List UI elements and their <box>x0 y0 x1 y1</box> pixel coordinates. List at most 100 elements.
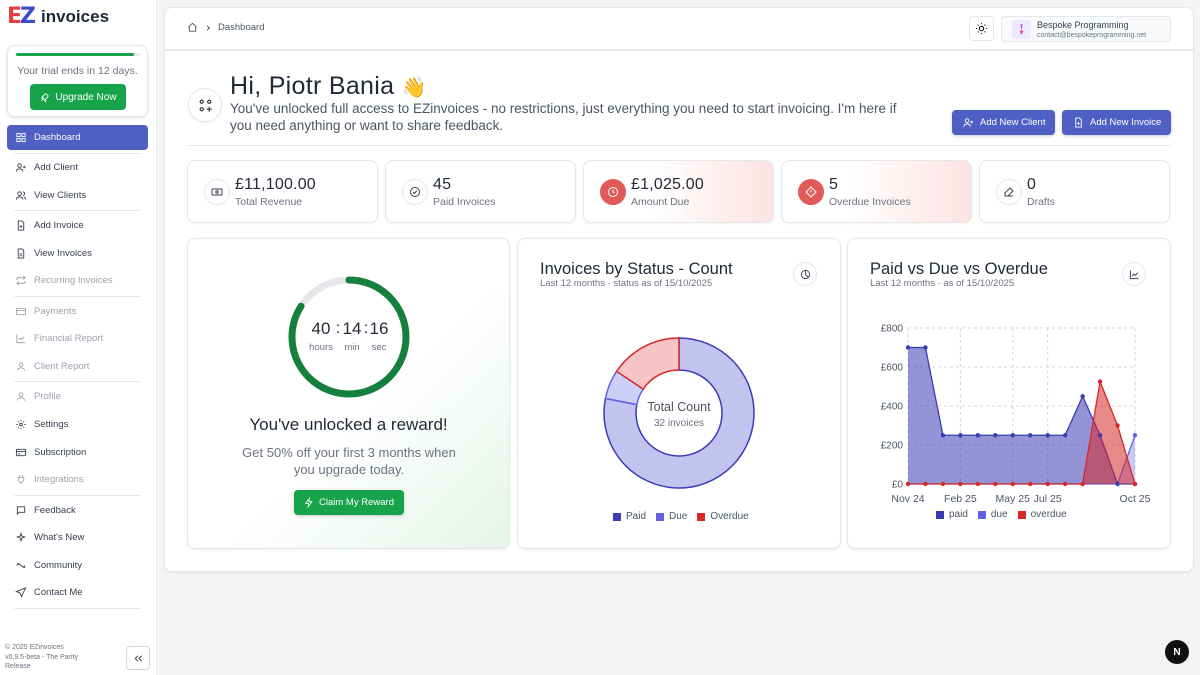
svg-text::: : <box>336 320 340 337</box>
legend-item[interactable]: Paid <box>613 511 646 522</box>
money-icon <box>211 188 223 196</box>
point-paid[interactable] <box>1045 433 1050 438</box>
sidebar-item-community[interactable]: Community <box>7 553 148 578</box>
sidebar-item-whats-new[interactable]: What's New <box>7 525 148 550</box>
point-paid[interactable] <box>1010 433 1015 438</box>
chart-title: Paid vs Due vs Overdue <box>870 260 1048 278</box>
next-dev-badge[interactable]: N <box>1165 640 1189 664</box>
point-overdue[interactable] <box>958 481 963 487</box>
point-due[interactable] <box>1132 433 1138 438</box>
stat-amount-due[interactable]: £1,025.00 Amount Due <box>583 160 774 223</box>
line-chart-button[interactable] <box>1122 262 1146 286</box>
donut-slice-paid[interactable] <box>603 337 755 489</box>
point-paid[interactable] <box>940 433 946 438</box>
legend-item[interactable]: overdue <box>1017 509 1067 520</box>
gear-icon <box>16 419 26 430</box>
alert-diamond-icon <box>805 186 817 198</box>
point-overdue[interactable] <box>1062 481 1068 487</box>
legend-item[interactable]: Due <box>656 511 687 522</box>
sidebar-item-integrations[interactable]: Integrations <box>7 467 148 492</box>
point-overdue[interactable] <box>1045 481 1050 487</box>
point-overdue[interactable] <box>940 481 946 487</box>
sidebar-item-recurring-invoices[interactable]: Recurring Invoices <box>7 268 148 293</box>
topbar: Dashboard Bespoke Programming contact@be… <box>165 8 1193 51</box>
point-paid[interactable] <box>1080 394 1085 399</box>
point-overdue[interactable] <box>1097 379 1103 384</box>
sidebar-item-client-report[interactable]: Client Report <box>7 354 148 379</box>
brand-avatar-icon <box>1019 23 1024 35</box>
point-paid[interactable] <box>1115 481 1120 487</box>
point-paid[interactable] <box>975 433 981 438</box>
file-icon <box>17 248 25 259</box>
x-tick-label: Jul 25 <box>1034 493 1062 505</box>
stat-total-revenue[interactable]: £11,100.00 Total Revenue <box>187 160 378 223</box>
timer-hours: 40 <box>312 319 331 338</box>
integrations-icon <box>17 474 25 485</box>
pie-chart-button[interactable] <box>793 262 817 286</box>
donut-slice-overdue[interactable] <box>615 337 680 391</box>
sidebar-item-settings[interactable]: Settings <box>7 412 148 437</box>
sidebar-item-dashboard[interactable]: Dashboard <box>7 125 148 150</box>
user-plus-icon <box>15 163 26 172</box>
profile-icon <box>16 392 26 401</box>
point-paid[interactable] <box>958 433 963 438</box>
claim-reward-button[interactable]: Claim My Reward <box>294 490 404 515</box>
home-icon[interactable] <box>187 22 198 33</box>
point-paid[interactable] <box>923 345 928 350</box>
area-overdue <box>908 381 1135 484</box>
point-overdue[interactable] <box>1010 481 1015 487</box>
add-new-invoice-button[interactable]: Add New Invoice <box>1062 110 1171 135</box>
y-tick-label: £200 <box>881 441 904 452</box>
sidebar-item-feedback[interactable]: Feedback <box>7 498 148 523</box>
stat-paid-invoices[interactable]: 45 Paid Invoices <box>385 160 576 223</box>
stat-value: 0 <box>1027 176 1037 193</box>
sidebar-item-add-client[interactable]: Add Client <box>7 155 148 180</box>
breadcrumb: Dashboard <box>187 22 264 33</box>
card-icon <box>15 307 27 316</box>
point-overdue[interactable] <box>993 481 998 487</box>
point-overdue[interactable] <box>1028 481 1033 487</box>
y-tick-label: £600 <box>881 363 904 374</box>
sidebar-item-profile[interactable]: Profile <box>7 384 148 409</box>
point-paid[interactable] <box>1028 433 1033 438</box>
lightning-icon <box>304 497 313 508</box>
greeting-subtitle: You've unlocked full access to EZinvoice… <box>230 101 897 133</box>
sidebar-item-financial-report[interactable]: Financial Report <box>7 326 148 351</box>
app-footer: © 2025 EZinvoices v0.9.5-beta - The Pari… <box>5 644 79 670</box>
status-chart-legend: Paid Due Overdue <box>613 511 753 522</box>
point-overdue[interactable] <box>1080 481 1085 487</box>
add-new-client-button[interactable]: Add New Client <box>952 110 1055 135</box>
point-paid[interactable] <box>993 433 998 438</box>
countdown-timer: 40 : 14 : 16 hours min sec <box>286 274 412 400</box>
trial-text: Your trial ends in 12 days. <box>17 65 138 77</box>
point-overdue[interactable] <box>1132 481 1138 487</box>
send-icon <box>15 587 27 598</box>
subscription-icon <box>15 448 27 457</box>
point-overdue[interactable] <box>905 481 911 487</box>
legend-item[interactable]: paid <box>936 509 968 520</box>
point-paid[interactable] <box>1097 433 1103 438</box>
sidebar-item-contact-me[interactable]: Contact Me <box>7 580 148 605</box>
stat-overdue-invoices[interactable]: 5 Overdue Invoices <box>781 160 972 223</box>
y-tick-label: £400 <box>881 402 904 413</box>
sparkle-icon <box>15 532 27 543</box>
sidebar-item-payments[interactable]: Payments <box>7 299 148 324</box>
sidebar-item-subscription[interactable]: Subscription <box>7 440 148 465</box>
point-paid[interactable] <box>905 345 911 350</box>
user-menu[interactable]: Bespoke Programming contact@bespokeprogr… <box>1001 16 1171 42</box>
stat-drafts[interactable]: 0 Drafts <box>979 160 1170 223</box>
theme-toggle-button[interactable] <box>969 16 994 41</box>
collapse-sidebar-button[interactable] <box>126 646 150 670</box>
point-overdue[interactable] <box>975 481 981 487</box>
legend-item[interactable]: due <box>977 509 1008 520</box>
sidebar-item-add-invoice[interactable]: Add Invoice <box>7 213 148 238</box>
point-overdue[interactable] <box>1115 423 1120 428</box>
point-overdue[interactable] <box>923 481 928 487</box>
legend-item[interactable]: Overdue <box>697 511 749 522</box>
upgrade-button[interactable]: Upgrade Now <box>30 84 126 110</box>
sidebar-item-view-clients[interactable]: View Clients <box>7 183 148 208</box>
sidebar-item-view-invoices[interactable]: View Invoices <box>7 241 148 266</box>
point-paid[interactable] <box>1062 433 1068 438</box>
